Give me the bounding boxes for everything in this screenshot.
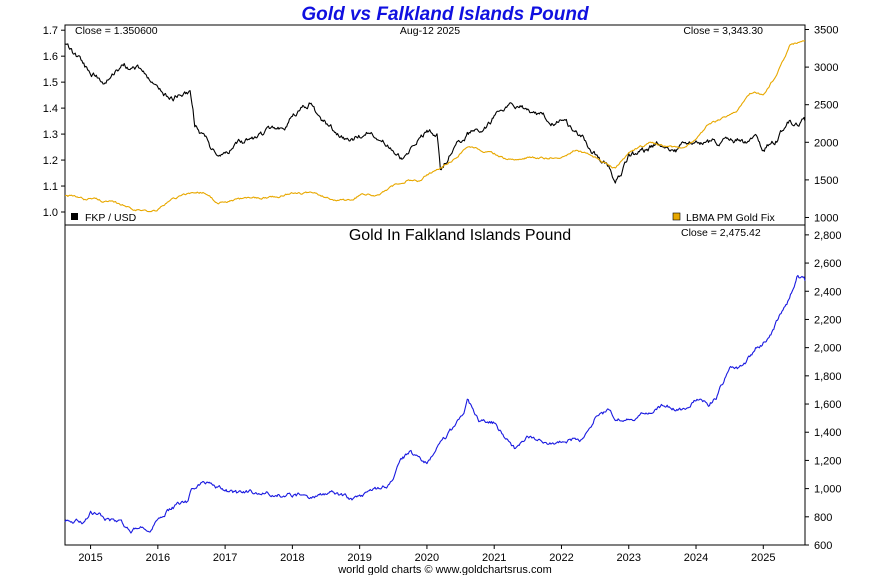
series-line-gold-fkp xyxy=(64,274,806,534)
bottom-right-tick-label: 1,000 xyxy=(814,484,842,496)
bottom-right-tick-label: 2,800 xyxy=(814,230,842,242)
right-tick-label: 1500 xyxy=(814,175,838,187)
left-tick-label: 1.5 xyxy=(43,77,58,89)
right-tick-label: 2500 xyxy=(814,100,838,112)
bottom-right-axis: 600 800 1,000 1,200 1,400 1,600 1,800 2,000 2,20… xyxy=(805,230,842,552)
top-plot-frame xyxy=(64,24,806,226)
close-fkp-label: Close = 1.350600 xyxy=(75,25,158,37)
x-tick-label: 2016 xyxy=(146,552,170,564)
left-tick-label: 1.6 xyxy=(43,51,58,63)
bottom-chart-title: Gold In Falkland Islands Pound xyxy=(349,227,571,244)
bottom-plot-frame xyxy=(64,224,806,546)
bottom-panel: Gold In Falkland Islands Pound Close = 2… xyxy=(64,224,842,564)
x-axis: 2015 2016 2017 2018 2019 2020 2021 2022 2023 2024… xyxy=(78,545,776,564)
x-tick-label: 2025 xyxy=(751,552,775,564)
x-tick-label: 2017 xyxy=(213,552,237,564)
right-tick-label: 3000 xyxy=(814,62,838,74)
bottom-series-group xyxy=(64,274,806,534)
x-tick-label: 2022 xyxy=(549,552,573,564)
close-gold-fkp-label: Close = 2,475.42 xyxy=(681,227,761,239)
bottom-right-tick-label: 800 xyxy=(814,512,832,524)
date-label: Aug-12 2025 xyxy=(400,25,460,37)
close-gold-label: Close = 3,343.30 xyxy=(683,25,763,37)
left-tick-label: 1.2 xyxy=(43,155,58,167)
footer-credit: world gold charts © www.goldchartsrus.co… xyxy=(337,564,552,575)
x-tick-label: 2023 xyxy=(617,552,641,564)
series-line-gold-usd xyxy=(64,40,806,213)
top-right-axis: 1000 1500 2000 2500 3000 3500 xyxy=(805,25,838,224)
left-tick-label: 1.7 xyxy=(43,25,58,37)
left-tick-label: 1.1 xyxy=(43,181,58,193)
legend-label-fkp: FKP / USD xyxy=(85,212,137,224)
top-left-axis: 1.0 1.1 1.2 1.3 1.4 1.5 1.6 1.7 xyxy=(43,25,65,219)
x-tick-label: 2015 xyxy=(78,552,102,564)
x-tick-label: 2021 xyxy=(482,552,506,564)
legend-label-gold: LBMA PM Gold Fix xyxy=(686,212,775,224)
bottom-right-tick-label: 2,600 xyxy=(814,258,842,270)
bottom-right-tick-label: 2,200 xyxy=(814,314,842,326)
right-tick-label: 3500 xyxy=(814,25,838,37)
left-tick-label: 1.4 xyxy=(43,103,58,115)
x-tick-label: 2020 xyxy=(415,552,439,564)
left-tick-label: 1.3 xyxy=(43,129,58,141)
bottom-right-tick-label: 600 xyxy=(814,540,832,552)
right-tick-label: 1000 xyxy=(814,212,838,224)
right-tick-label: 2000 xyxy=(814,137,838,149)
x-tick-label: 2018 xyxy=(280,552,304,564)
left-tick-label: 1.0 xyxy=(43,207,58,219)
top-panel: 1.0 1.1 1.2 1.3 1.4 1.5 1.6 1.7 1000 1500 2000 250… xyxy=(43,24,838,226)
bottom-right-tick-label: 2,000 xyxy=(814,343,842,355)
top-series-group xyxy=(64,40,806,213)
x-tick-label: 2019 xyxy=(347,552,371,564)
bottom-right-tick-label: 1,200 xyxy=(814,455,842,467)
series-line-fkp-usd xyxy=(64,43,806,184)
legend-swatch-gold xyxy=(672,212,681,221)
bottom-right-tick-label: 1,600 xyxy=(814,399,842,411)
bottom-right-tick-label: 2,400 xyxy=(814,286,842,298)
bottom-right-tick-label: 1,800 xyxy=(814,371,842,383)
x-tick-label: 2024 xyxy=(684,552,708,564)
chart-title: Gold vs Falkland Islands Pound xyxy=(301,4,589,25)
legend-swatch-fkp xyxy=(71,213,78,220)
bottom-right-tick-label: 1,400 xyxy=(814,427,842,439)
